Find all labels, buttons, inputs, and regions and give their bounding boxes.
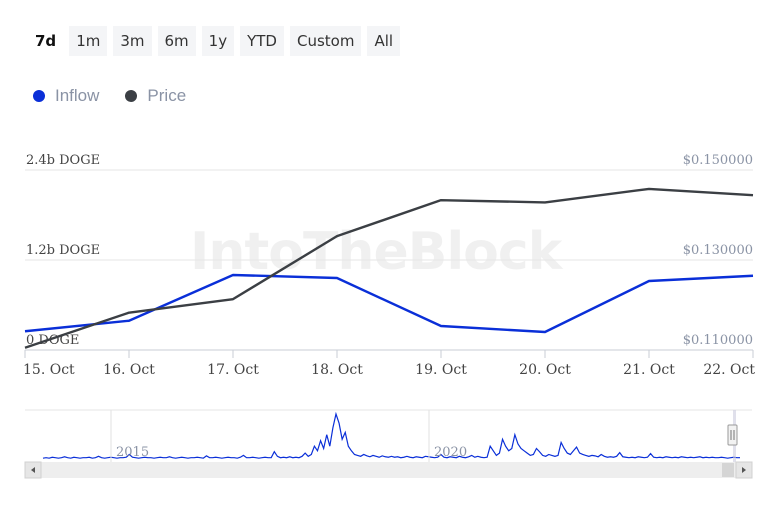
- range-custom-button[interactable]: Custom: [289, 26, 362, 56]
- y-right-tick-label: $0.150000: [683, 153, 753, 168]
- navigator-year-label: 2015: [116, 445, 149, 460]
- navigator-series-line: [42, 411, 740, 459]
- legend-label-inflow: Inflow: [55, 86, 100, 105]
- y-left-tick-label: 1.2b DOGE: [26, 243, 100, 258]
- x-tick-label: 15. Oct: [23, 362, 75, 378]
- range-all-button[interactable]: All: [367, 26, 401, 56]
- navigator-chart[interactable]: 2015 2020: [0, 405, 775, 485]
- y-right-tick-label: $0.130000: [683, 243, 753, 258]
- navigator-handle[interactable]: [727, 424, 738, 446]
- range-selector: 7d 1m 3m 6m 1y YTD Custom All: [28, 26, 401, 56]
- x-tick-label: 17. Oct: [207, 362, 259, 378]
- range-ytd-button[interactable]: YTD: [240, 26, 284, 56]
- y-left-tick-label: 0 DOGE: [26, 333, 79, 348]
- scrollbar-track[interactable]: [25, 462, 752, 478]
- series-line-price: [24, 187, 754, 349]
- price-dot-icon: [125, 90, 138, 102]
- chart-legend: Inflow Price: [33, 86, 186, 106]
- x-tick-label: 22. Oct: [703, 362, 755, 378]
- range-3m-button[interactable]: 3m: [113, 26, 152, 56]
- series-line-inflow: [24, 273, 754, 334]
- inflow-dot-icon: [33, 90, 45, 102]
- x-tick-label: 21. Oct: [623, 362, 675, 378]
- legend-label-price: Price: [147, 86, 187, 105]
- legend-item-price[interactable]: Price: [125, 86, 186, 106]
- navigator-year-label: 2020: [434, 445, 467, 460]
- scroll-left-icon: [31, 467, 35, 473]
- x-tick-label: 16. Oct: [103, 362, 155, 378]
- x-tick-label: 18. Oct: [311, 362, 363, 378]
- scroll-right-icon: [742, 467, 746, 473]
- range-1m-button[interactable]: 1m: [69, 26, 108, 56]
- legend-item-inflow[interactable]: Inflow: [33, 86, 99, 106]
- x-tick-label: 19. Oct: [415, 362, 467, 378]
- main-chart: 0 DOGE 1.2b DOGE 2.4b DOGE $0.110000 $0.1300…: [23, 153, 755, 378]
- navigator-area: [25, 410, 752, 462]
- range-1y-button[interactable]: 1y: [201, 26, 235, 56]
- range-6m-button[interactable]: 6m: [157, 26, 196, 56]
- range-7d-button[interactable]: 7d: [28, 26, 64, 56]
- x-tick-label: 20. Oct: [519, 362, 571, 378]
- y-left-tick-label: 2.4b DOGE: [26, 153, 100, 168]
- scrollbar-thumb[interactable]: [722, 463, 734, 477]
- y-right-tick-label: $0.110000: [683, 333, 753, 348]
